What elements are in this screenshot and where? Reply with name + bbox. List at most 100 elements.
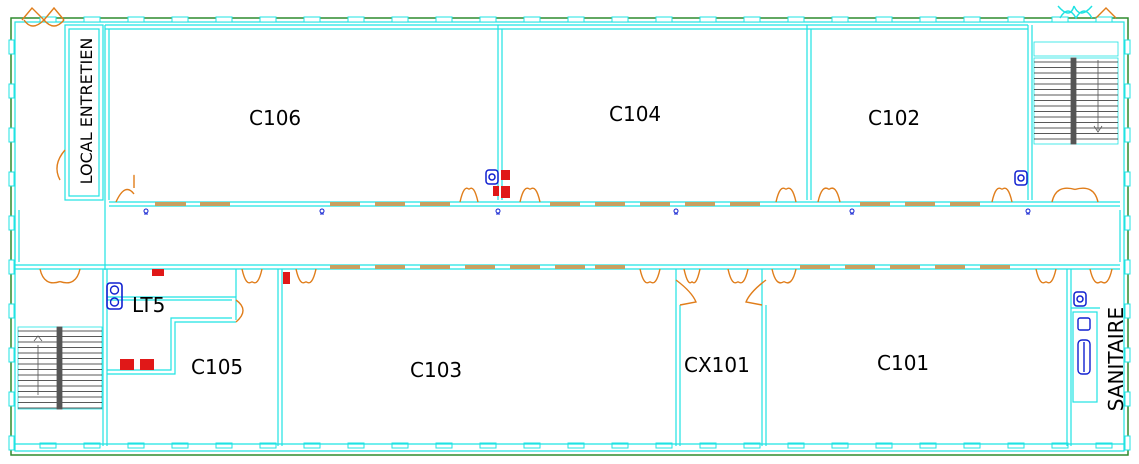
exterior-window bbox=[39, 442, 57, 449]
exterior-window bbox=[8, 303, 15, 319]
corridor-window bbox=[905, 202, 935, 206]
corridor-window bbox=[950, 202, 980, 206]
exterior-windows bbox=[8, 16, 1131, 451]
exterior-window bbox=[1095, 442, 1113, 449]
exterior-window bbox=[8, 347, 15, 363]
room-label-c105: C105 bbox=[191, 355, 244, 379]
exterior-window bbox=[1095, 16, 1113, 23]
exterior-window bbox=[1007, 16, 1025, 23]
exterior-window bbox=[1124, 171, 1131, 187]
extinguisher-icon bbox=[485, 169, 1087, 307]
room-label-c102: C102 bbox=[868, 106, 921, 130]
exterior-window bbox=[831, 16, 849, 23]
corridor-window bbox=[420, 265, 450, 269]
corridor-window bbox=[845, 265, 875, 269]
exterior-window bbox=[303, 16, 321, 23]
exterior-window bbox=[347, 442, 365, 449]
exterior-window bbox=[1124, 215, 1131, 231]
socket-icon bbox=[673, 208, 679, 214]
exterior-window bbox=[127, 442, 145, 449]
exterior-window bbox=[8, 435, 15, 451]
corridor-window bbox=[420, 202, 450, 206]
exterior-window bbox=[479, 16, 497, 23]
fire-panel-icon bbox=[501, 186, 510, 198]
socket-icon bbox=[495, 208, 501, 214]
exterior-window bbox=[699, 16, 717, 23]
exterior-window bbox=[567, 442, 585, 449]
fire-panel-icon bbox=[283, 272, 290, 284]
corridor-window bbox=[550, 202, 580, 206]
door-arc bbox=[1035, 268, 1057, 284]
corridor-window bbox=[200, 202, 230, 206]
fire-panel-icon bbox=[493, 186, 499, 196]
exterior-window bbox=[391, 16, 409, 23]
exterior-window bbox=[699, 442, 717, 449]
entrance-doors bbox=[21, 5, 1117, 27]
exterior-window bbox=[171, 16, 189, 23]
exterior-window bbox=[1007, 442, 1025, 449]
door-arc bbox=[1089, 268, 1113, 284]
exterior-window bbox=[8, 39, 15, 55]
socket-icon bbox=[143, 208, 149, 214]
exterior-window bbox=[523, 442, 541, 449]
door-arc bbox=[639, 268, 661, 284]
fire-panel-icon bbox=[120, 359, 134, 370]
corridor-window bbox=[800, 265, 830, 269]
exterior-window bbox=[787, 442, 805, 449]
corridor-window bbox=[685, 202, 715, 206]
room-label-c103: C103 bbox=[410, 358, 463, 382]
door-arc bbox=[241, 268, 263, 284]
door-arc bbox=[295, 268, 317, 284]
door-arc bbox=[991, 187, 1013, 203]
corridor-window bbox=[465, 265, 495, 269]
corridor-windows bbox=[155, 202, 1010, 269]
room-label-c106: C106 bbox=[249, 106, 302, 130]
room-label-lt5: LT5 bbox=[132, 293, 166, 317]
corridor-window bbox=[890, 265, 920, 269]
exterior-window bbox=[8, 171, 15, 187]
corridor-window bbox=[935, 265, 965, 269]
exterior-window bbox=[567, 16, 585, 23]
exterior-window bbox=[259, 16, 277, 23]
exterior-window bbox=[39, 16, 57, 23]
exterior-window bbox=[1124, 83, 1131, 99]
exterior-window bbox=[479, 442, 497, 449]
corridor-window bbox=[375, 265, 405, 269]
exterior-window bbox=[83, 16, 101, 23]
door-arc bbox=[519, 187, 541, 203]
exterior-window bbox=[1124, 259, 1131, 275]
exterior-window bbox=[963, 442, 981, 449]
exterior-window bbox=[611, 442, 629, 449]
exterior-window bbox=[347, 16, 365, 23]
exterior-window bbox=[1124, 347, 1131, 363]
exterior-window bbox=[259, 442, 277, 449]
fire-panel-icon bbox=[140, 359, 154, 370]
lt5-equipment-icon bbox=[106, 282, 123, 310]
corridor-window bbox=[510, 265, 540, 269]
exterior-window bbox=[8, 127, 15, 143]
door-arc bbox=[771, 268, 797, 284]
exterior-window bbox=[171, 442, 189, 449]
exterior-window bbox=[919, 16, 937, 23]
exterior-window bbox=[523, 16, 541, 23]
door-arc bbox=[115, 188, 135, 203]
socket-icon bbox=[319, 208, 325, 214]
exterior-window bbox=[1124, 391, 1131, 407]
room-label-sanitaire: SANITAIRE bbox=[1104, 306, 1128, 412]
exterior-window bbox=[875, 16, 893, 23]
door-arc bbox=[459, 187, 479, 203]
exterior-window bbox=[83, 442, 101, 449]
exterior-window bbox=[963, 16, 981, 23]
exterior-window bbox=[1124, 303, 1131, 319]
exterior-window bbox=[127, 16, 145, 23]
door-arc bbox=[745, 279, 767, 306]
corridor-window bbox=[980, 265, 1010, 269]
room-label-c101: C101 bbox=[877, 351, 930, 375]
doors bbox=[39, 149, 1113, 323]
exterior-window bbox=[655, 16, 673, 23]
door-arc bbox=[1051, 187, 1099, 203]
corridor-window bbox=[330, 202, 360, 206]
exterior-window bbox=[787, 16, 805, 23]
corridor-window bbox=[640, 202, 670, 206]
